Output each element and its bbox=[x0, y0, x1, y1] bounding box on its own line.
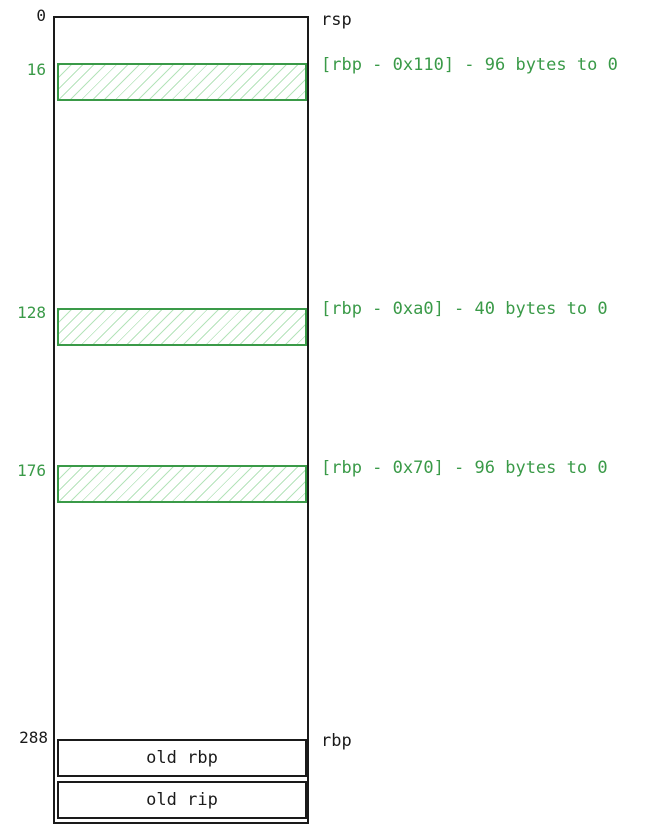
rbp-marker: rbp bbox=[321, 731, 352, 751]
offset-label-buf3: 176 bbox=[17, 461, 46, 480]
old-rip-label: old rip bbox=[146, 790, 218, 810]
offset-label-buf1: 16 bbox=[26, 60, 46, 79]
old-rip-slot: old rip bbox=[57, 781, 307, 819]
old-rbp-label: old rbp bbox=[146, 748, 218, 768]
old-rbp-slot: old rbp bbox=[57, 739, 307, 777]
rsp-marker: rsp bbox=[321, 10, 352, 30]
offset-label-top: 0 bbox=[36, 6, 46, 25]
zeroed-region-1-label: [rbp - 0x110] - 96 bytes to 0 bbox=[321, 55, 618, 75]
offset-label-buf2: 128 bbox=[17, 303, 46, 322]
stack-frame bbox=[53, 16, 309, 824]
zeroed-region-2 bbox=[57, 308, 307, 346]
zeroed-region-1 bbox=[57, 63, 307, 101]
zeroed-region-2-label: [rbp - 0xa0] - 40 bytes to 0 bbox=[321, 299, 608, 319]
zeroed-region-3-label: [rbp - 0x70] - 96 bytes to 0 bbox=[321, 458, 608, 478]
zeroed-region-3 bbox=[57, 465, 307, 503]
offset-label-rbp: 288 bbox=[19, 728, 48, 747]
